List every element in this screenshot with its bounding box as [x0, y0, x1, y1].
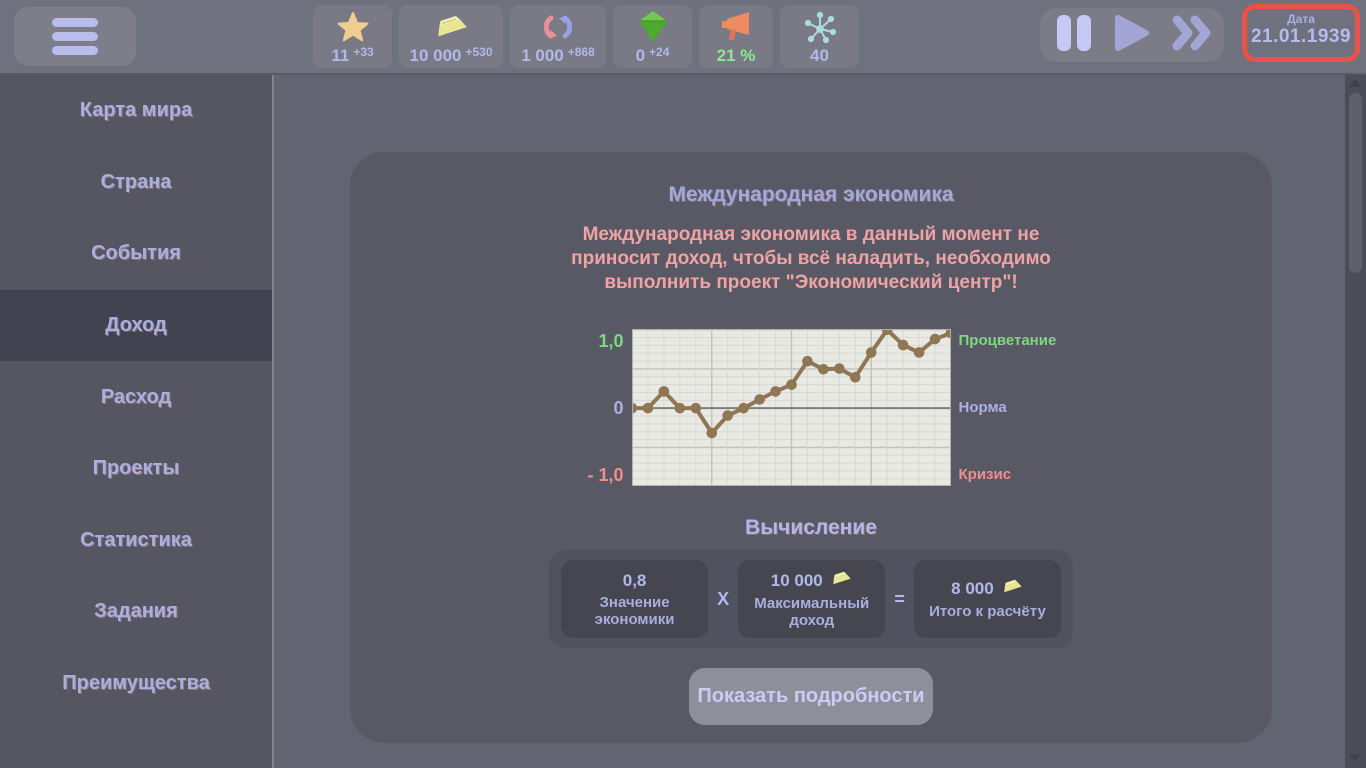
warning-line: Международная экономика в данный момент …: [582, 224, 1040, 245]
equals-operator: =: [894, 588, 905, 609]
resource-bar: 11 +33 10 000 +530 1 000 +868 0 +2: [313, 5, 859, 68]
sidebar-item-statistics[interactable]: Статистика: [80, 528, 192, 551]
calc-heading: Вычисление: [745, 516, 877, 539]
date-display[interactable]: Дата 21.01.1939: [1242, 4, 1360, 62]
resource-value: 11: [331, 46, 350, 65]
date-value: 21.01.1939: [1250, 26, 1352, 47]
vertical-scrollbar: [1345, 73, 1366, 768]
gem-icon: [637, 10, 669, 43]
resource-stars[interactable]: 11 +33: [313, 5, 392, 68]
sidebar-item-advantages[interactable]: Преимущества: [62, 672, 210, 695]
calc-box-max-income: 10 000 Максимальный доход: [738, 560, 886, 638]
warning-line: приносит доход, чтобы всё наладить, необ…: [571, 248, 1051, 269]
resource-value: 1 000: [521, 46, 564, 65]
megaphone-icon: [719, 10, 753, 43]
chart-right-labels: Процветание Норма Кризис: [958, 329, 1057, 486]
resource-delta: +33: [353, 45, 374, 59]
scroll-up-arrow[interactable]: [1349, 79, 1361, 87]
calc-value: 0,8: [622, 570, 647, 590]
time-controls: [1040, 8, 1224, 62]
gold-bar-icon: [829, 570, 853, 592]
label-prosperity: Процветание: [958, 332, 1057, 350]
resource-gold[interactable]: 10 000 +530: [399, 5, 503, 68]
resource-delta: +868: [567, 45, 595, 59]
fast-forward-button[interactable]: [1166, 12, 1216, 58]
resource-popularity[interactable]: 21 %: [699, 5, 773, 68]
pause-button[interactable]: [1049, 12, 1099, 58]
gold-bar-icon: [1000, 578, 1024, 600]
economy-chart: 1,0 0 - 1,0 Процветание Норма Кризис: [350, 329, 1272, 486]
calc-box-economy-value: 0,8 Значение экономики: [561, 560, 709, 638]
y-tick-prosperity: 1,0: [598, 331, 624, 352]
resource-network[interactable]: 40: [780, 5, 859, 68]
calc-label: Максимальный доход: [754, 594, 870, 629]
play-icon: [1114, 14, 1150, 57]
sidebar-item-projects[interactable]: Проекты: [92, 457, 180, 480]
sidebar-item-tasks[interactable]: Задания: [94, 600, 178, 623]
pause-icon: [1055, 14, 1093, 57]
sidebar-nav: Карта мира Страна События Доход Расход П…: [0, 73, 274, 768]
resource-value: 21 %: [716, 46, 756, 65]
scroll-down-arrow[interactable]: [1349, 754, 1361, 762]
sidebar-item-country[interactable]: Страна: [100, 170, 172, 193]
resource-value: 10 000: [409, 46, 462, 65]
sidebar-item-events[interactable]: События: [91, 242, 181, 265]
sidebar-item-world-map[interactable]: Карта мира: [79, 99, 193, 122]
resource-gems[interactable]: 0 +24: [613, 5, 692, 68]
resource-value: 40: [810, 46, 829, 65]
multiply-operator: X: [717, 588, 730, 609]
calc-label: Значение экономики: [594, 593, 675, 628]
chart-y-axis: 1,0 0 - 1,0: [569, 329, 624, 486]
sidebar-item-income[interactable]: Доход: [0, 289, 272, 362]
calc-container: 0,8 Значение экономики X 10 000 Максимал…: [549, 550, 1073, 648]
star-icon: [337, 10, 369, 43]
network-icon: [803, 10, 837, 43]
warning-text: Международная экономика в данный момент …: [551, 223, 1071, 295]
scrollbar-thumb[interactable]: [1349, 93, 1362, 273]
resource-delta: +530: [465, 45, 493, 59]
date-label: Дата: [1287, 12, 1315, 26]
label-norm: Норма: [958, 399, 1007, 417]
play-button[interactable]: [1107, 12, 1157, 58]
show-details-button[interactable]: Показать подробности: [689, 668, 933, 725]
calc-box-total: 8 000 Итого к расчёту: [913, 560, 1061, 638]
calc-label: Итого к расчёту: [929, 603, 1046, 620]
calc-value: 10 000: [770, 570, 823, 590]
fast-forward-icon: [1170, 14, 1212, 57]
resource-cycle[interactable]: 1 000 +868: [510, 5, 606, 68]
page-title: Международная экономика: [668, 183, 954, 206]
cycle-icon: [543, 10, 573, 43]
warning-line: выполнить проект "Экономический центр"!: [604, 272, 1018, 293]
calc-value: 8 000: [951, 579, 994, 598]
y-tick-crisis: - 1,0: [587, 465, 624, 486]
menu-button[interactable]: [14, 7, 136, 66]
sidebar-item-expenses[interactable]: Расход: [100, 385, 172, 408]
gold-bar-icon: [432, 10, 470, 43]
chart-plot-area: [631, 329, 951, 486]
label-crisis: Кризис: [958, 466, 1012, 484]
resource-delta: +24: [649, 45, 670, 59]
main-content: Международная экономика Международная эк…: [276, 73, 1345, 768]
top-bar: 11 +33 10 000 +530 1 000 +868 0 +2: [0, 0, 1366, 73]
y-tick-zero: 0: [613, 398, 624, 419]
resource-value: 0: [635, 46, 646, 65]
economy-card: Международная экономика Международная эк…: [350, 152, 1272, 743]
